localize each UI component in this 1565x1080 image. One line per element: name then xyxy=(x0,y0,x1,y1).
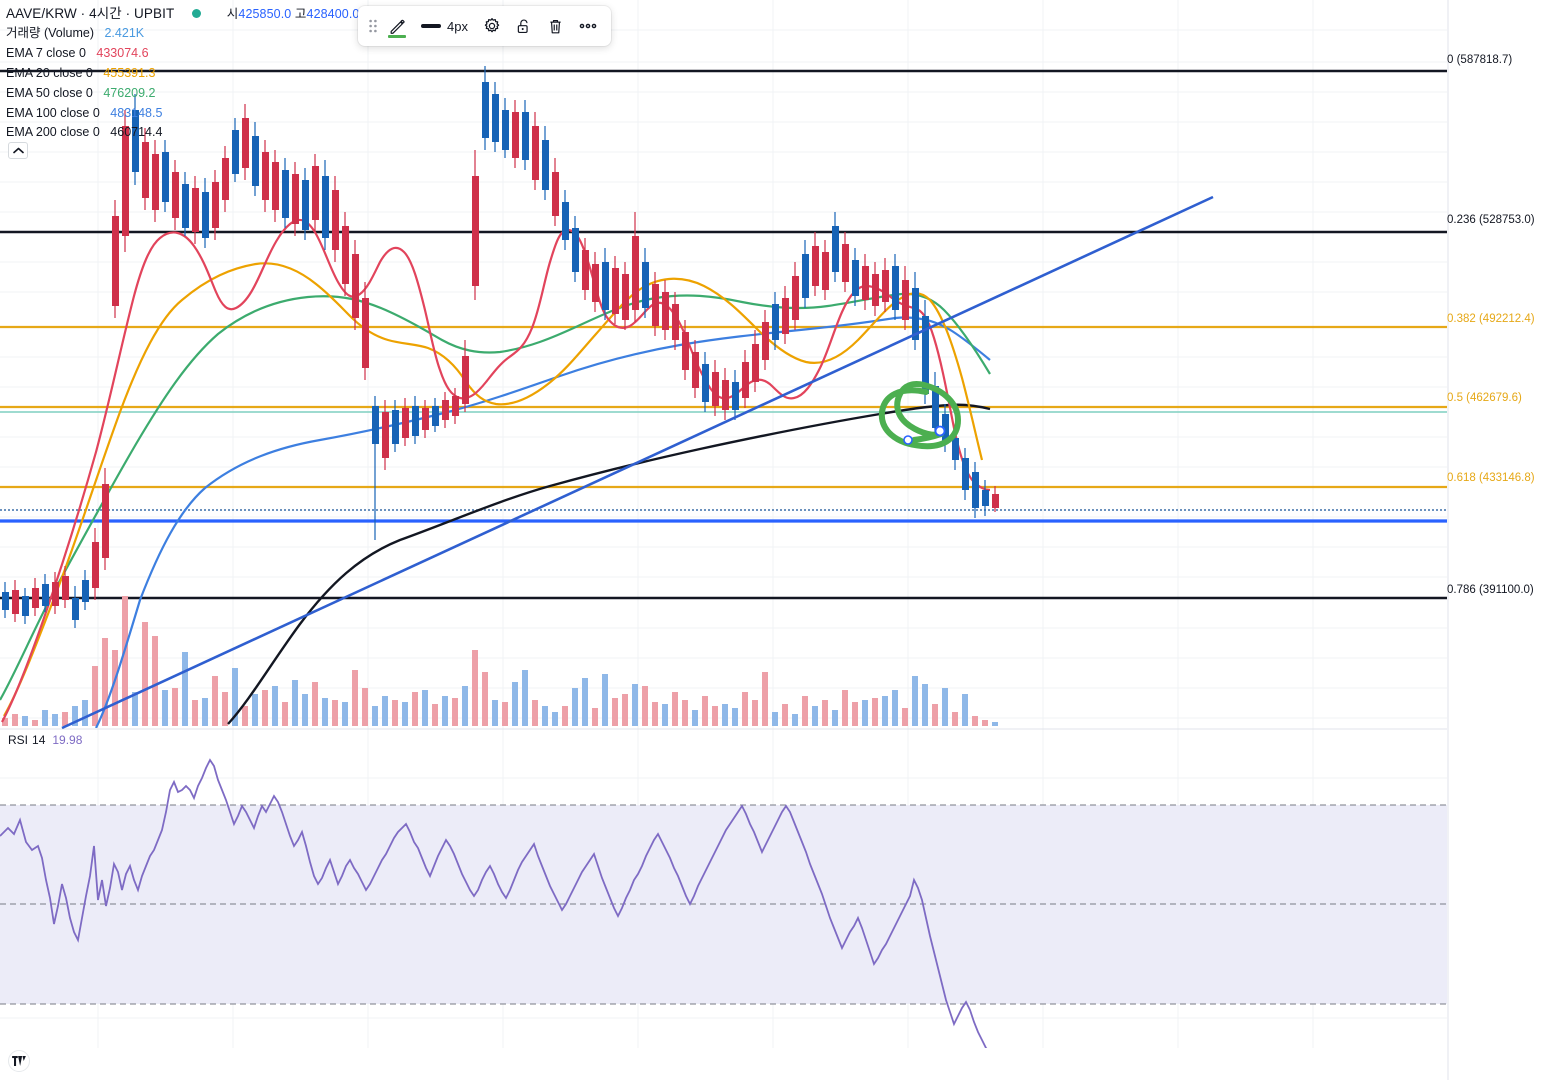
ema-50-line xyxy=(0,292,991,701)
volume-value: 2.421K xyxy=(104,26,145,41)
tradingview-logo[interactable] xyxy=(8,1050,30,1072)
line-width-label: 4px xyxy=(447,18,468,34)
market-open-dot xyxy=(191,8,201,18)
rsi-value: 19.98 xyxy=(52,733,83,747)
rsi-name: RSI xyxy=(8,733,29,747)
ema-50-label: EMA 50 close 0 xyxy=(6,85,93,100)
ema-7-line xyxy=(1,218,991,723)
grid-lines xyxy=(0,0,1449,1080)
ema-200-legend-row[interactable]: EMA 200 close 0 460714.4 xyxy=(6,123,417,143)
ema-7-label: EMA 7 close 0 xyxy=(6,46,86,61)
trash-icon xyxy=(550,19,562,33)
line-weight-icon xyxy=(421,24,441,28)
ema-20-label: EMA 20 close 0 xyxy=(6,65,93,80)
delete-button[interactable] xyxy=(541,11,571,41)
drawing-toolbar[interactable]: 4px xyxy=(358,6,611,46)
annotation-handles xyxy=(903,425,946,445)
ema-200-value: 460714.4 xyxy=(110,125,163,140)
line-width-button[interactable]: 4px xyxy=(414,11,475,41)
ema-7-value: 433074.6 xyxy=(96,46,149,61)
fib-label-0382: 0.382 (492212.4) xyxy=(1447,313,1535,325)
ema-50-value: 476209.2 xyxy=(103,85,156,100)
ema-100-value: 483148.5 xyxy=(110,105,163,120)
gear-icon xyxy=(484,18,500,33)
ascending-trendline xyxy=(61,195,1214,730)
legend-collapse-button[interactable] xyxy=(8,142,28,159)
ema-100-label: EMA 100 close 0 xyxy=(6,105,100,120)
volume-series xyxy=(2,596,998,726)
high-label: 고 xyxy=(294,6,307,21)
settings-button[interactable] xyxy=(477,11,507,41)
ema-200-label: EMA 200 close 0 xyxy=(6,125,100,140)
ema-50-legend-row[interactable]: EMA 50 close 0 476209.2 xyxy=(6,84,417,104)
fib-levels xyxy=(0,69,1447,600)
fib-label-0: 0 (587818.7) xyxy=(1447,54,1513,66)
fib-label-0236: 0.236 (528753.0) xyxy=(1447,214,1535,226)
toolbar-drag-handle[interactable] xyxy=(366,11,380,41)
ema-100-line xyxy=(95,316,991,728)
green-circle-annotation xyxy=(878,381,961,450)
fib-label-0618: 0.618 (433146.8) xyxy=(1447,472,1535,484)
high-value: 428400.0 xyxy=(306,6,360,21)
ema-20-line xyxy=(3,262,984,717)
price-scale[interactable]: 0 (587818.7) 0.236 (528753.0) 0.382 (492… xyxy=(1447,0,1565,1080)
ema-100-legend-row[interactable]: EMA 100 close 0 483148.5 xyxy=(6,104,417,124)
unlock-icon xyxy=(518,18,529,33)
symbol-title[interactable]: AAVE/KRW · 4시간 · UPBIT xyxy=(6,6,175,21)
chart-legend: AAVE/KRW · 4시간 · UPBIT 시425850.0 고428400… xyxy=(6,4,417,143)
ema-20-value: 455391.3 xyxy=(103,65,156,80)
ema-7-legend-row[interactable]: EMA 7 close 0 433074.6 xyxy=(6,44,417,64)
volume-legend-row[interactable]: 거래량 (Volume) 2.421K xyxy=(6,24,417,44)
pencil-color-swatch xyxy=(388,35,406,38)
drag-handle-icon xyxy=(369,19,377,33)
chevron-up-icon xyxy=(12,147,24,154)
tradingview-logo-icon xyxy=(12,1056,26,1066)
more-options-button[interactable] xyxy=(573,11,603,41)
open-value: 425850.0 xyxy=(238,6,292,21)
more-horizontal-icon xyxy=(579,23,597,29)
rsi-length: 14 xyxy=(32,733,46,747)
symbol-title-row[interactable]: AAVE/KRW · 4시간 · UPBIT 시425850.0 고428400… xyxy=(6,4,417,24)
pencil-tool-button[interactable] xyxy=(382,11,412,41)
candlestick-series xyxy=(2,66,999,628)
fib-label-0786: 0.786 (391100.0) xyxy=(1447,584,1534,596)
fib-label-05: 0.5 (462679.6) xyxy=(1447,392,1522,404)
rsi-legend[interactable]: RSI 14 19.98 xyxy=(8,733,82,747)
rsi-band xyxy=(0,804,1447,1005)
pencil-icon xyxy=(390,19,405,34)
rsi-line xyxy=(0,758,988,1048)
volume-label: 거래량 (Volume) xyxy=(6,26,94,41)
ema-20-legend-row[interactable]: EMA 20 close 0 455391.3 xyxy=(6,64,417,84)
ema-200-line xyxy=(227,403,991,725)
open-label: 시 xyxy=(226,6,239,21)
lock-button[interactable] xyxy=(509,11,539,41)
